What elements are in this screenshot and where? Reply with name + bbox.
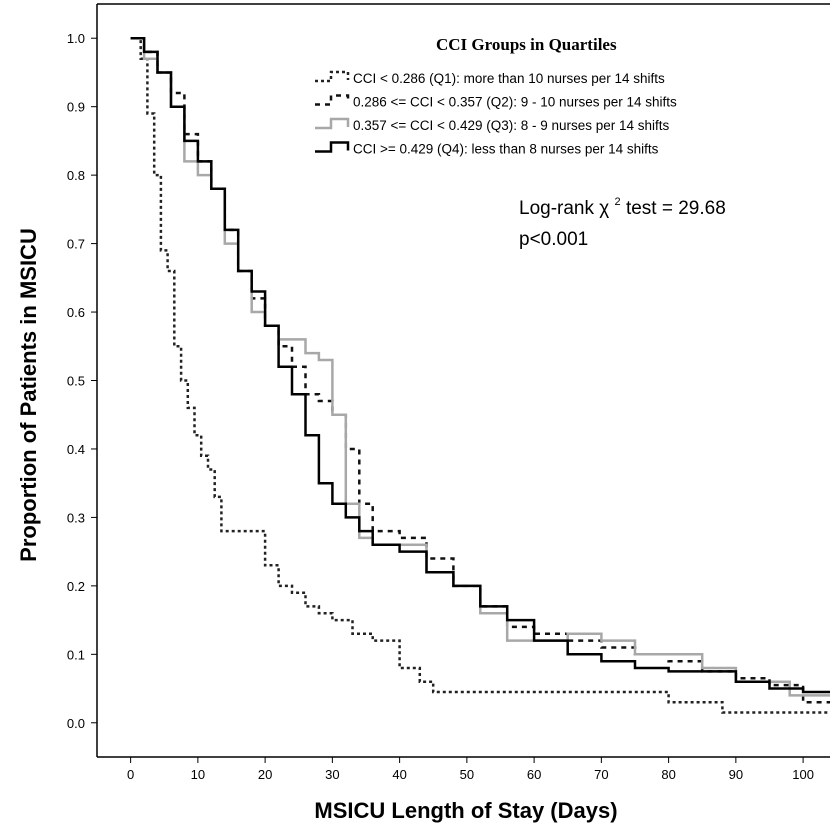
- legend: CCI < 0.286 (Q1): more than 10 nurses pe…: [315, 70, 677, 157]
- legend-swatch-q1: [315, 70, 350, 83]
- x-tick-label: 50: [460, 767, 474, 782]
- logrank-annotation: Log-rank χ 2 test = 29.68: [519, 189, 726, 219]
- x-tick-label: 30: [325, 767, 339, 782]
- y-tick-label: 0.0: [67, 716, 85, 731]
- logrank-superscript: 2: [615, 196, 621, 208]
- p-value-annotation: p<0.001: [519, 229, 588, 250]
- x-tick-label: 20: [258, 767, 272, 782]
- x-tick-label: 80: [661, 767, 675, 782]
- ticks: 0 10 20 30 40 50 60 70 80 90 100 0.0 0.1 0.2 0.3 0.4 0.5…: [67, 31, 814, 782]
- y-tick-label: 0.6: [67, 305, 85, 320]
- logrank-value: test = 29.68: [626, 198, 726, 219]
- legend-swatch-q4: [315, 141, 350, 153]
- legend-label-q3: 0.357 <= CCI < 0.429 (Q3): 8 - 9 nurses …: [353, 118, 670, 133]
- y-axis-title: Proportion of Patients in MSICU: [16, 228, 41, 562]
- y-tick-label: 0.2: [67, 579, 85, 594]
- y-tick-label: 0.3: [67, 510, 85, 525]
- y-tick-label: 0.7: [67, 237, 85, 252]
- x-tick-label: 100: [792, 767, 814, 782]
- y-tick-label: 0.1: [67, 647, 85, 662]
- x-tick-label: 40: [392, 767, 406, 782]
- x-tick-label: 60: [527, 767, 541, 782]
- x-axis-title: MSICU Length of Stay (Days): [314, 798, 617, 823]
- x-tick-label: 90: [729, 767, 743, 782]
- y-tick-label: 1.0: [67, 31, 85, 46]
- x-tick-label: 10: [191, 767, 205, 782]
- plot-lines: [130, 36, 830, 714]
- y-tick-label: 0.9: [67, 100, 85, 115]
- y-tick-label: 0.8: [67, 168, 85, 183]
- logrank-label: Log-rank χ: [519, 198, 609, 219]
- legend-label-q4: CCI >= 0.429 (Q4): less than 8 nurses pe…: [353, 142, 659, 157]
- legend-title: CCI Groups in Quartiles: [436, 35, 617, 54]
- legend-label-q2: 0.286 <= CCI < 0.357 (Q2): 9 - 10 nurses…: [353, 95, 677, 110]
- legend-label-q1: CCI < 0.286 (Q1): more than 10 nurses pe…: [353, 71, 665, 86]
- x-tick-label: 0: [127, 767, 134, 782]
- legend-swatch-q2: [315, 94, 350, 106]
- y-tick-label: 0.4: [67, 442, 85, 457]
- series-line-q3: [130, 36, 830, 697]
- legend-swatch-q3: [315, 117, 350, 130]
- series-line-q4: [130, 36, 830, 694]
- x-tick-label: 70: [594, 767, 608, 782]
- y-tick-label: 0.5: [67, 374, 85, 389]
- series-line-q1: [130, 36, 830, 714]
